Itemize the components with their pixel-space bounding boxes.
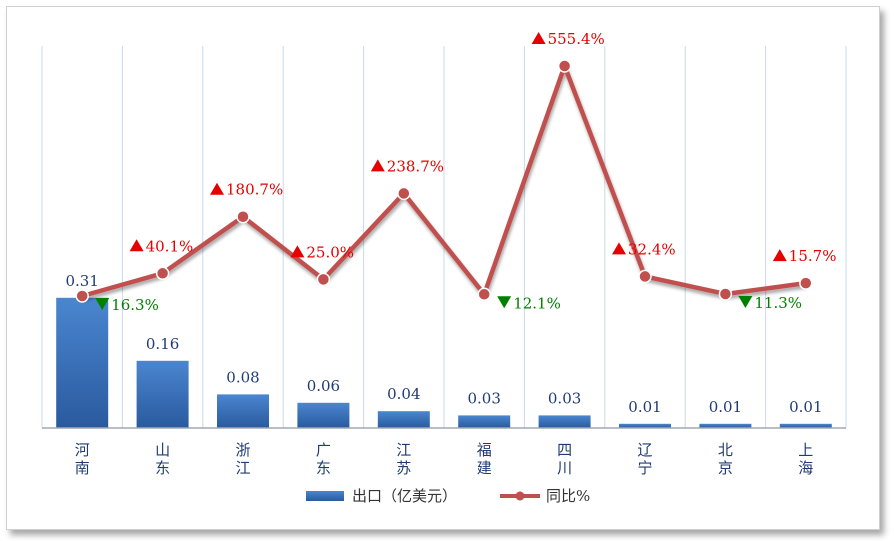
bar-福建 bbox=[458, 415, 511, 428]
legend-bar-label: 出口（亿美元） bbox=[352, 487, 457, 505]
x-tick-label: 江苏 bbox=[396, 441, 411, 477]
up-arrow-icon bbox=[129, 239, 144, 252]
yoy-point-山东 bbox=[155, 266, 170, 281]
gridlines bbox=[41, 46, 847, 428]
bar-value-label: 0.01 bbox=[628, 398, 661, 416]
bar-山东 bbox=[136, 360, 189, 428]
bar-浙江 bbox=[217, 394, 269, 428]
bar-河南 bbox=[56, 297, 109, 428]
yoy-value-label: 180.7% bbox=[226, 181, 283, 199]
yoy-value-label: 238.7% bbox=[387, 157, 444, 175]
yoy-value-label: 12.1% bbox=[513, 294, 561, 312]
yoy-point-浙江 bbox=[236, 209, 250, 224]
yoy-value-label: 32.4% bbox=[628, 240, 676, 258]
bar-北京 bbox=[699, 423, 752, 428]
bar-value-label: 0.31 bbox=[65, 272, 98, 290]
x-tick-label: 福建 bbox=[477, 441, 492, 477]
x-tick-label: 广东 bbox=[316, 441, 331, 477]
up-arrow-icon bbox=[290, 245, 305, 258]
yoy-point-河南 bbox=[75, 289, 89, 303]
yoy-line-path bbox=[81, 63, 807, 299]
yoy-point-上海 bbox=[799, 276, 813, 290]
bar-江苏 bbox=[377, 411, 430, 428]
bar-value-label: 0.01 bbox=[709, 398, 742, 416]
yoy-value-label: 25.0% bbox=[306, 243, 354, 261]
bar-value-label: 0.01 bbox=[789, 398, 822, 416]
bars bbox=[56, 297, 832, 428]
up-arrow-icon bbox=[612, 242, 626, 255]
yoy-point-北京 bbox=[718, 287, 733, 301]
down-arrow-icon bbox=[95, 298, 110, 310]
chart-frame bbox=[6, 6, 880, 530]
bar-value-label: 0.06 bbox=[307, 377, 340, 395]
down-arrow-icon bbox=[497, 296, 512, 309]
bar-value-label: 0.04 bbox=[387, 385, 420, 403]
yoy-value-label: 16.3% bbox=[111, 296, 159, 314]
yoy-value-label: 555.4% bbox=[548, 30, 605, 48]
yoy-value-label: 15.7% bbox=[789, 247, 837, 265]
bar-value-label: 0.03 bbox=[467, 389, 500, 407]
bar-辽宁 bbox=[619, 423, 671, 428]
bar-value-label: 0.08 bbox=[226, 368, 259, 386]
x-tick-label: 辽宁 bbox=[637, 441, 652, 477]
yoy-line bbox=[75, 59, 813, 303]
x-tick-label: 山东 bbox=[155, 441, 170, 477]
up-arrow-icon bbox=[370, 159, 385, 172]
x-tick-label: 四川 bbox=[557, 441, 572, 477]
yoy-point-江苏 bbox=[397, 186, 411, 201]
yoy-point-广东 bbox=[316, 272, 331, 287]
up-arrow-icon bbox=[210, 182, 224, 195]
x-tick-label: 上海 bbox=[798, 441, 813, 477]
yoy-point-辽宁 bbox=[638, 269, 652, 284]
yoy-value-label: 40.1% bbox=[146, 237, 194, 255]
bar-value-label: 0.16 bbox=[146, 335, 179, 353]
up-arrow-icon bbox=[531, 32, 546, 44]
down-arrow-icon bbox=[738, 295, 753, 308]
yoy-point-福建 bbox=[477, 287, 491, 302]
bar-value-label: 0.03 bbox=[548, 389, 581, 407]
x-tick-label: 河南 bbox=[75, 441, 90, 477]
bar-四川 bbox=[538, 415, 591, 428]
x-tick-label: 浙江 bbox=[235, 441, 250, 477]
legend: 出口（亿美元） 同比% bbox=[306, 487, 590, 505]
legend-line-label: 同比% bbox=[546, 487, 590, 505]
x-tick-label: 北京 bbox=[718, 441, 733, 477]
yoy-value-label: 11.3% bbox=[754, 294, 802, 312]
up-arrow-icon bbox=[772, 249, 787, 262]
data-labels: 0.31 0.16 0.08 0.06 0.04 0.03 0.03 0.01 0.01 0.01… bbox=[65, 30, 836, 416]
bar-广东 bbox=[297, 402, 350, 428]
legend-line-marker bbox=[515, 491, 525, 501]
bar-上海 bbox=[779, 423, 832, 428]
x-tick-labels: 河南 山东 浙江 广东 江苏 福建 四川 辽宁 北京 上海 bbox=[75, 441, 814, 477]
yoy-point-四川 bbox=[557, 59, 572, 73]
legend-bar-swatch bbox=[306, 491, 344, 501]
